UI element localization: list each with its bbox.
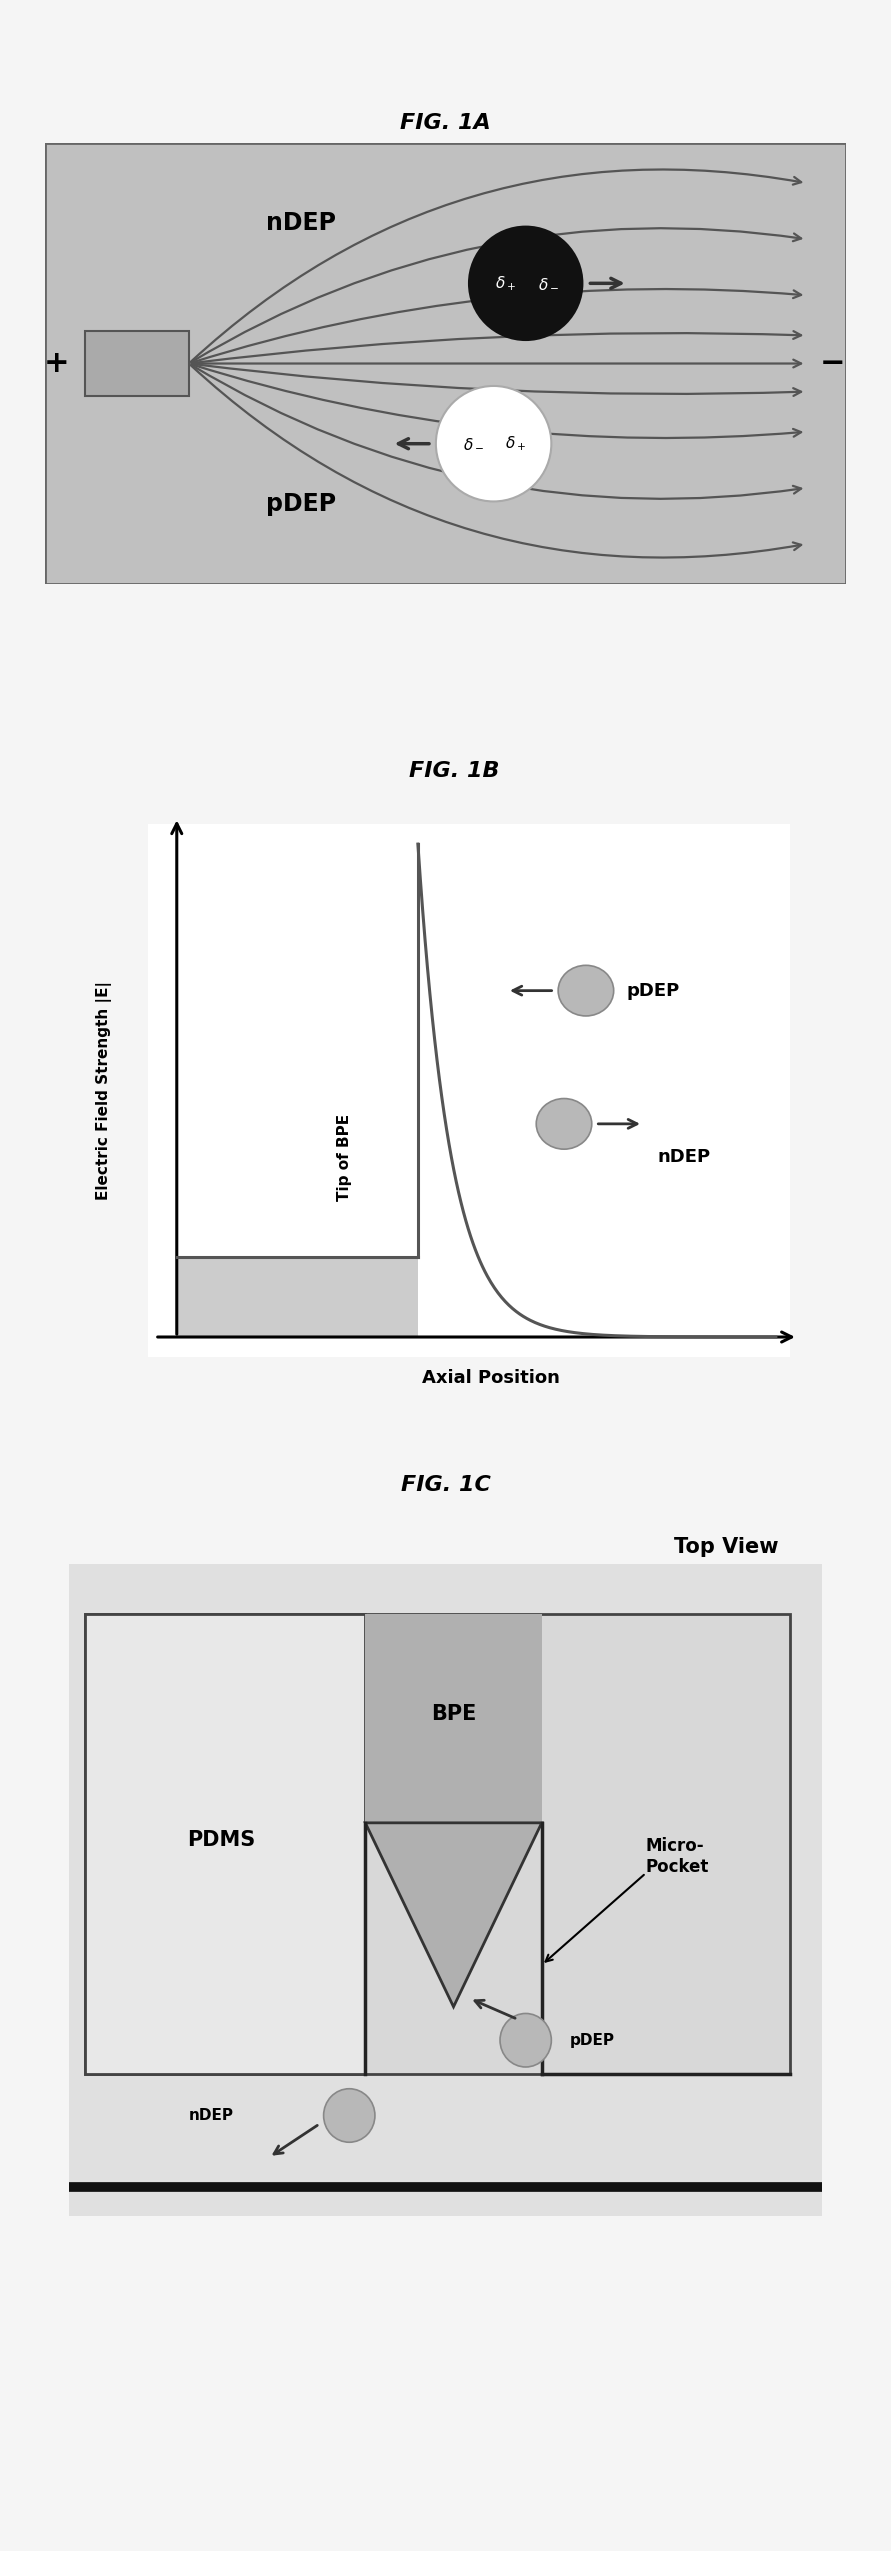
Text: Axial Position: Axial Position <box>422 1370 560 1388</box>
Circle shape <box>323 2089 375 2143</box>
Polygon shape <box>365 1824 542 2008</box>
FancyBboxPatch shape <box>176 1258 418 1337</box>
Text: pDEP: pDEP <box>570 2033 615 2048</box>
Text: $\delta_+$: $\delta_+$ <box>505 434 527 454</box>
FancyBboxPatch shape <box>85 1615 365 2074</box>
FancyBboxPatch shape <box>85 1615 790 2074</box>
Text: nDEP: nDEP <box>189 2107 234 2122</box>
Circle shape <box>468 224 584 342</box>
Text: Micro-
Pocket: Micro- Pocket <box>646 1837 709 1875</box>
Title: FIG. 1C: FIG. 1C <box>401 1474 490 1495</box>
Circle shape <box>500 2013 552 2066</box>
Circle shape <box>436 385 552 503</box>
Title: FIG. 1A: FIG. 1A <box>400 112 491 133</box>
Circle shape <box>558 964 614 1015</box>
Text: pDEP: pDEP <box>266 492 336 515</box>
FancyBboxPatch shape <box>365 1615 542 1824</box>
Text: Tip of BPE: Tip of BPE <box>338 1115 352 1202</box>
Text: −: − <box>819 349 845 378</box>
FancyBboxPatch shape <box>45 143 846 584</box>
Text: BPE: BPE <box>431 1704 476 1724</box>
Text: $\delta_-$: $\delta_-$ <box>463 436 484 452</box>
FancyBboxPatch shape <box>148 824 790 1357</box>
FancyBboxPatch shape <box>69 1564 822 2217</box>
Circle shape <box>536 1099 592 1148</box>
Text: +: + <box>44 349 69 378</box>
Text: $\delta_-$: $\delta_-$ <box>537 276 559 291</box>
Text: $\delta_+$: $\delta_+$ <box>495 273 516 293</box>
Text: PDMS: PDMS <box>187 1829 255 1849</box>
Text: nDEP: nDEP <box>266 212 336 235</box>
Title: FIG. 1B: FIG. 1B <box>409 760 500 781</box>
Text: nDEP: nDEP <box>658 1148 711 1166</box>
Text: Electric Field Strength |E|: Electric Field Strength |E| <box>95 982 111 1199</box>
Text: pDEP: pDEP <box>626 982 679 1000</box>
Text: Top View: Top View <box>674 1536 779 1556</box>
FancyBboxPatch shape <box>85 332 189 395</box>
